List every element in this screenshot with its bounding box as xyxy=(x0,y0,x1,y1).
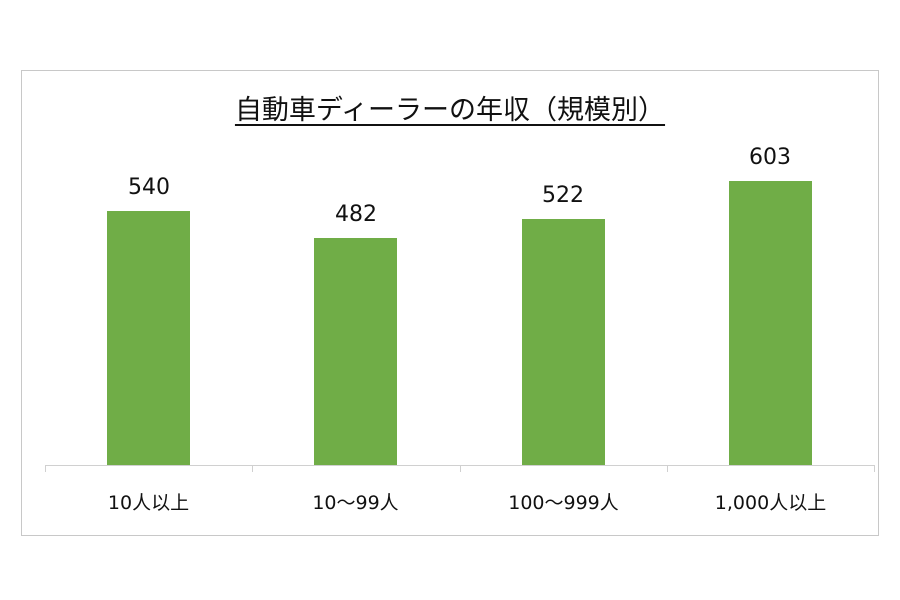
category-label: 1,000人以上 xyxy=(714,492,827,514)
x-axis-line xyxy=(45,465,874,466)
bar xyxy=(107,211,190,465)
x-axis-tick xyxy=(252,465,253,472)
bar xyxy=(729,181,812,465)
data-label: 603 xyxy=(749,145,791,170)
data-label: 522 xyxy=(542,183,584,208)
data-label: 540 xyxy=(128,175,170,200)
chart-title-text: 自動車ディーラーの年収（規模別） xyxy=(234,95,666,126)
bar xyxy=(314,238,397,465)
bar xyxy=(522,219,605,465)
category-label: 100～999人 xyxy=(508,492,619,514)
x-axis-tick xyxy=(45,465,46,472)
x-axis-tick xyxy=(667,465,668,472)
x-axis-tick xyxy=(460,465,461,472)
x-axis-tick xyxy=(874,465,875,472)
category-label: 10～99人 xyxy=(312,492,399,514)
chart-title: 自動車ディーラーの年収（規模別） xyxy=(0,88,900,127)
data-label: 482 xyxy=(335,202,377,227)
category-label: 10人以上 xyxy=(107,492,190,514)
